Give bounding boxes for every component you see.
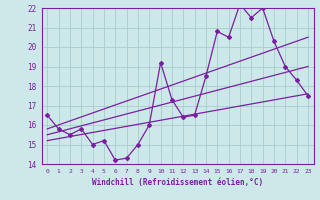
X-axis label: Windchill (Refroidissement éolien,°C): Windchill (Refroidissement éolien,°C) <box>92 178 263 187</box>
